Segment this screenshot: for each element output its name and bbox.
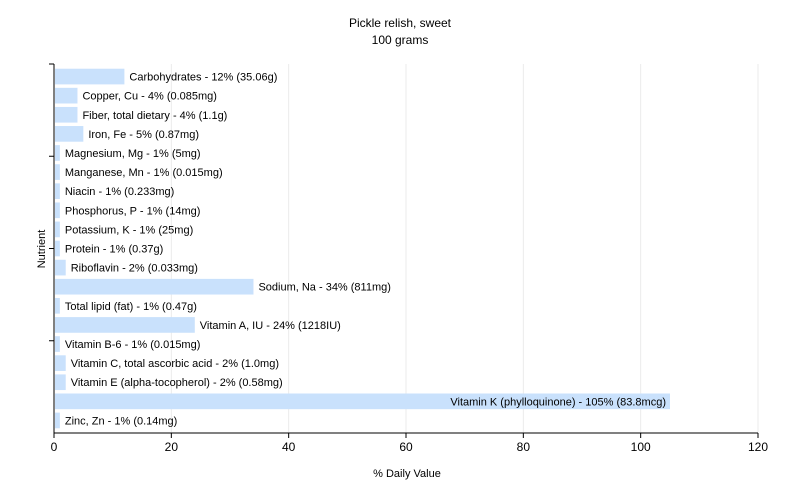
x-tick-label: 60: [399, 440, 413, 454]
data-label: Protein - 1% (0.37g): [65, 244, 163, 256]
data-label: Copper, Cu - 4% (0.085mg): [82, 91, 217, 103]
bar: [55, 259, 66, 276]
bar: [55, 221, 60, 238]
data-label: Magnesium, Mg - 1% (5mg): [65, 148, 201, 160]
bar: [55, 374, 66, 391]
bar: [55, 68, 125, 85]
data-label: Total lipid (fat) - 1% (0.47g): [65, 301, 197, 313]
data-label: Carbohydrates - 12% (35.06g): [129, 72, 277, 84]
data-label: Vitamin K (phylloquinone) - 105% (83.8mc…: [450, 396, 666, 408]
data-label: Vitamin E (alpha-tocopherol) - 2% (0.58m…: [71, 377, 283, 389]
bar: [55, 106, 78, 123]
data-label: Sodium, Na - 34% (811mg): [258, 282, 390, 294]
data-label: Manganese, Mn - 1% (0.015mg): [65, 167, 223, 179]
bar: [55, 145, 60, 161]
data-label: Vitamin B-6 - 1% (0.015mg): [65, 339, 201, 351]
bar: [55, 278, 254, 295]
bar: [55, 336, 60, 352]
data-label: Iron, Fe - 5% (0.87mg): [88, 129, 199, 141]
bar: [55, 240, 60, 257]
bar: [55, 317, 195, 333]
data-label: Phosphorus, P - 1% (14mg): [65, 205, 201, 217]
data-label: Zinc, Zn - 1% (0.14mg): [65, 415, 177, 427]
data-label: Niacin - 1% (0.233mg): [65, 186, 174, 198]
y-axis-title: Nutrient: [36, 230, 48, 269]
x-tick-label: 20: [165, 440, 179, 454]
bar: [55, 87, 78, 104]
x-tick-label: 120: [748, 440, 768, 454]
x-tick-labels: 0 20 40 60 80 100 120: [51, 433, 768, 454]
bar: [55, 126, 84, 142]
bar: [55, 355, 66, 371]
x-tick-label: 80: [517, 440, 531, 454]
x-axis-title: % Daily Value: [373, 468, 441, 480]
bar: [55, 412, 60, 429]
bars: Carbohydrates - 12% (35.06g) Copper, Cu -…: [55, 68, 670, 429]
bar: [55, 164, 60, 180]
bar: [55, 297, 60, 314]
chart-title: Pickle relish, sweet: [349, 16, 452, 30]
chart-subtitle: 100 grams: [372, 33, 429, 47]
x-tick-label: 40: [282, 440, 296, 454]
x-tick-label: 100: [631, 440, 651, 454]
x-tick-label: 0: [51, 440, 58, 454]
data-label: Fiber, total dietary - 4% (1.1g): [82, 110, 227, 122]
data-label: Potassium, K - 1% (25mg): [65, 224, 193, 236]
gridlines: [54, 64, 759, 433]
data-label: Vitamin A, IU - 24% (1218IU): [200, 320, 341, 332]
data-label: Vitamin C, total ascorbic acid - 2% (1.0…: [71, 358, 279, 370]
bar: [55, 393, 670, 410]
bar: [55, 183, 60, 200]
data-label: Riboflavin - 2% (0.033mg): [71, 263, 198, 275]
bar: [55, 202, 60, 219]
